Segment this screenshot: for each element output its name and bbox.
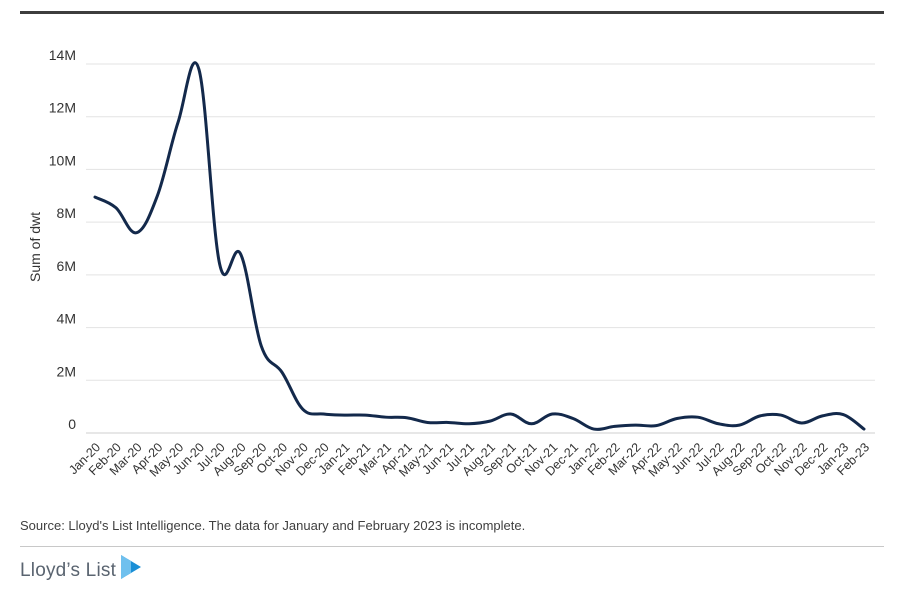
brand-logo: Lloyd’s List — [20, 554, 143, 588]
grid-lines — [86, 63, 875, 434]
y-tick-label: 12M — [49, 100, 76, 116]
y-tick-labels: 0 2M 4M 6M 8M 10M 12M 14M — [49, 47, 76, 432]
series-line — [93, 61, 866, 431]
x-tick-labels: Jan-20Feb-20Mar-20Apr-20May-20Jun-20Jul-… — [66, 440, 872, 479]
y-tick-label: 14M — [49, 47, 76, 63]
y-tick-label: 10M — [49, 152, 76, 168]
y-tick-label: 8M — [57, 205, 76, 221]
bottom-rule — [20, 546, 884, 547]
series-lines — [93, 61, 866, 431]
source-note: Source: Lloyd's List Intelligence. The d… — [20, 518, 526, 533]
y-tick-label: 0 — [68, 416, 76, 432]
y-tick-label: 2M — [57, 363, 76, 379]
brand-name: Lloyd’s List — [20, 560, 117, 581]
line-chart: 0 2M 4M 6M 8M 10M 12M 14M Jan-20Feb-20Mar-20Apr… — [27, 47, 875, 480]
brand-mark-icon — [121, 555, 142, 579]
top-rule — [20, 11, 884, 14]
y-tick-label: 4M — [57, 311, 76, 327]
y-tick-label: 6M — [57, 258, 76, 274]
y-axis-label: Sum of dwt — [27, 212, 43, 282]
